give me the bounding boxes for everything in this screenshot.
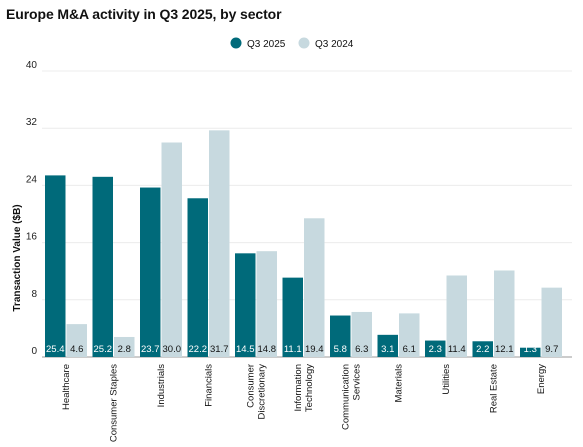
data-label: 14.8 bbox=[258, 344, 277, 355]
bar-q3-2024 bbox=[446, 275, 467, 357]
bar-q3-2024 bbox=[351, 311, 372, 357]
bar-q3-2024 bbox=[494, 270, 515, 357]
legend: Q3 2025 Q3 2024 bbox=[230, 37, 354, 50]
data-label: 5.8 bbox=[334, 344, 347, 355]
bar-q3-2025 bbox=[92, 176, 113, 357]
category-label: Communication bbox=[341, 364, 352, 430]
data-label: 3.1 bbox=[381, 344, 394, 355]
bar-q3-2024 bbox=[399, 313, 420, 357]
data-label: 25.2 bbox=[94, 344, 113, 355]
bar-q3-2025 bbox=[187, 198, 208, 357]
data-label: 6.3 bbox=[355, 344, 368, 355]
category-label: Consumer bbox=[246, 364, 257, 408]
category-label: Services bbox=[352, 364, 363, 401]
legend-label: Q3 2025 bbox=[247, 39, 286, 50]
data-label: 1.3 bbox=[524, 344, 537, 355]
bar-q3-2024 bbox=[161, 142, 182, 357]
x-axis-labels: Healthcare Consumer Staples Industrials Fin… bbox=[61, 364, 547, 442]
bar-q3-2025 bbox=[330, 315, 351, 357]
data-label: 4.6 bbox=[70, 344, 83, 355]
bar-q3-2025 bbox=[425, 340, 446, 357]
category-label: Consumer Staples bbox=[109, 364, 120, 442]
bar-q3-2024 bbox=[256, 251, 277, 357]
category-label: Utilities bbox=[441, 364, 452, 395]
bar-q3-2025 bbox=[140, 187, 161, 357]
category-label: Energy bbox=[536, 364, 547, 394]
category-label: Materials bbox=[394, 364, 405, 403]
bar-q3-2025 bbox=[520, 347, 541, 357]
data-label: 14.5 bbox=[236, 344, 255, 355]
category-label: Healthcare bbox=[61, 364, 72, 410]
category-label: Information bbox=[293, 364, 304, 412]
data-label: 12.1 bbox=[495, 344, 514, 355]
bar-q3-2025 bbox=[282, 277, 303, 357]
bar-q3-2024 bbox=[541, 287, 562, 357]
bar-q3-2024 bbox=[66, 324, 87, 357]
y-tick-label: 16 bbox=[26, 232, 38, 243]
category-label: Discretionary bbox=[257, 364, 268, 420]
data-label: 6.1 bbox=[403, 344, 416, 355]
y-tick-label: 8 bbox=[31, 289, 37, 300]
category-label: Technology bbox=[304, 364, 315, 412]
data-label: 31.7 bbox=[210, 344, 229, 355]
bar-q3-2024 bbox=[209, 130, 230, 357]
data-label: 2.8 bbox=[118, 344, 131, 355]
legend-label: Q3 2024 bbox=[315, 39, 354, 50]
bar-q3-2025 bbox=[235, 253, 256, 357]
y-tick-label: 0 bbox=[31, 346, 37, 357]
legend-swatch bbox=[298, 37, 310, 49]
data-label: 11.1 bbox=[284, 344, 302, 355]
legend-swatch bbox=[230, 37, 242, 49]
chart-title: Europe M&A activity in Q3 2025, by secto… bbox=[6, 6, 282, 22]
y-tick-label: 32 bbox=[26, 117, 38, 128]
bar-q3-2025 bbox=[377, 334, 398, 357]
y-axis-ticks: 0 8 16 24 32 40 bbox=[26, 60, 38, 357]
data-label: 2.2 bbox=[476, 344, 489, 355]
data-label: 19.4 bbox=[305, 344, 324, 355]
bars bbox=[45, 130, 562, 357]
category-label: Real Estate bbox=[489, 364, 500, 413]
y-axis-title: Transaction Value ($B) bbox=[12, 204, 23, 311]
data-label: 11.4 bbox=[448, 344, 466, 355]
data-labels: 25.4 4.6 25.2 2.8 23.7 30.0 22.2 31.7 14.5 14.8 11… bbox=[46, 344, 558, 355]
bar-q3-2024 bbox=[114, 336, 135, 357]
y-tick-label: 40 bbox=[26, 60, 38, 71]
data-label: 22.2 bbox=[189, 344, 208, 355]
bar-q3-2024 bbox=[304, 218, 325, 357]
data-label: 9.7 bbox=[545, 344, 558, 355]
data-label: 25.4 bbox=[46, 344, 65, 355]
data-label: 23.7 bbox=[141, 344, 160, 355]
category-label: Financials bbox=[204, 364, 215, 407]
data-label: 2.3 bbox=[429, 344, 442, 355]
data-label: 30.0 bbox=[163, 344, 182, 355]
bar-q3-2025 bbox=[45, 175, 66, 357]
bar-q3-2025 bbox=[472, 341, 493, 357]
category-label: Industrials bbox=[156, 364, 167, 408]
y-tick-label: 24 bbox=[26, 174, 38, 185]
